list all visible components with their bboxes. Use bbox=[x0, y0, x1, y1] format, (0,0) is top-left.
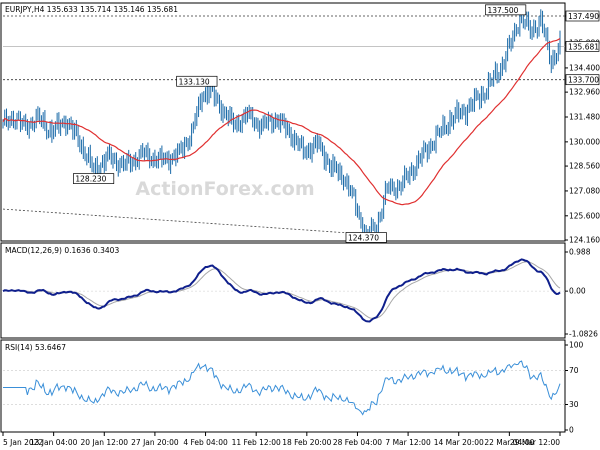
level-box bbox=[565, 10, 600, 22]
macd-lines-group bbox=[2, 258, 561, 323]
main-trendline-group bbox=[2, 208, 381, 236]
moving-average-line bbox=[2, 37, 561, 206]
rsi-ytick-label: 30 bbox=[569, 400, 579, 409]
main-ytick-label: 131.480 bbox=[569, 112, 600, 121]
macd-ytick-label: -1.0826 bbox=[569, 330, 598, 339]
x-tick-label: 14 Mar 20:00 bbox=[434, 438, 484, 447]
macd-line bbox=[2, 258, 561, 323]
annotation-box bbox=[345, 232, 387, 243]
main-legend: EURJPY,H4 135.633 135.714 135.146 135.68… bbox=[5, 5, 178, 14]
main-ytick-label: 124.160 bbox=[569, 236, 600, 245]
macd-y-axis: 0.988 0.00 -1.0826 bbox=[3, 248, 598, 339]
annotation-label: 124.370 bbox=[348, 233, 379, 242]
x-tick-label: 5 Jan 2022 bbox=[3, 438, 43, 447]
level-box bbox=[565, 74, 600, 86]
x-tick-label: 22 Mar 04:00 bbox=[484, 438, 534, 447]
level-label: 133.700 bbox=[568, 76, 599, 85]
main-ytick-label: 125.600 bbox=[569, 211, 600, 220]
x-tick-label: 4 Feb 04:00 bbox=[183, 438, 228, 447]
x-tick-label: 18 Feb 20:00 bbox=[282, 438, 331, 447]
annotation-label: 133.130 bbox=[179, 77, 210, 86]
main-ytick-label: 130.000 bbox=[569, 137, 600, 146]
annotation-box bbox=[176, 75, 218, 87]
rsi-ytick-label: 0 bbox=[569, 426, 574, 435]
x-tick-label: 27 Jan 20:00 bbox=[131, 438, 179, 447]
annotations-group: 128.230 133.130 124.370 137.500 bbox=[73, 4, 527, 243]
x-tick-label: 11 Feb 12:00 bbox=[232, 438, 281, 447]
macd-signal-line bbox=[2, 261, 561, 319]
x-tick-label: 7 Mar 12:00 bbox=[385, 438, 431, 447]
moving-average-group bbox=[2, 37, 561, 206]
x-tick-label: 13 Jan 04:00 bbox=[30, 438, 78, 447]
last-price-label: 135.681 bbox=[568, 42, 599, 51]
macd-ytick-label: 0.988 bbox=[569, 248, 591, 257]
main-ytick-label: 134.400 bbox=[569, 63, 600, 72]
macd-pane-frame bbox=[0, 242, 566, 339]
x-tick-label: 20 Jan 12:00 bbox=[81, 438, 129, 447]
main-ytick-label: 128.560 bbox=[569, 162, 600, 171]
level-label: 137.490 bbox=[568, 12, 599, 21]
rsi-y-axis: 100 70 30 0 bbox=[3, 341, 584, 435]
last-price-box bbox=[565, 41, 600, 52]
annotation-box bbox=[485, 4, 527, 16]
rsi-line bbox=[3, 360, 561, 416]
rsi-lines-group bbox=[3, 360, 561, 416]
macd-ytick-label: 0.00 bbox=[569, 287, 586, 296]
main-hlines-group: 137.490 133.700 135.681 bbox=[3, 10, 600, 86]
main-ytick-label: 127.080 bbox=[569, 186, 600, 195]
annotation-label: 137.500 bbox=[487, 6, 518, 15]
annotation-box bbox=[73, 173, 115, 184]
rsi-ytick-label: 100 bbox=[569, 341, 584, 350]
trendline bbox=[2, 208, 381, 236]
rsi-ytick-label: 70 bbox=[569, 366, 579, 375]
x-tick-label: 28 Feb 04:00 bbox=[333, 438, 382, 447]
x-tick-label: 29 Mar 12:00 bbox=[510, 438, 560, 447]
macd-legend: MACD(12,26,9) 0.1636 0.3403 bbox=[5, 246, 119, 255]
annotation-label: 128.230 bbox=[75, 175, 106, 184]
price-bars bbox=[2, 9, 561, 242]
main-ytick-label: 132.960 bbox=[569, 88, 600, 97]
watermark: ActionForex.com bbox=[135, 178, 314, 200]
rsi-legend: RSI(14) 53.6467 bbox=[5, 343, 66, 352]
rsi-pane-frame bbox=[0, 339, 566, 433]
main-pane-frame bbox=[0, 2, 566, 242]
